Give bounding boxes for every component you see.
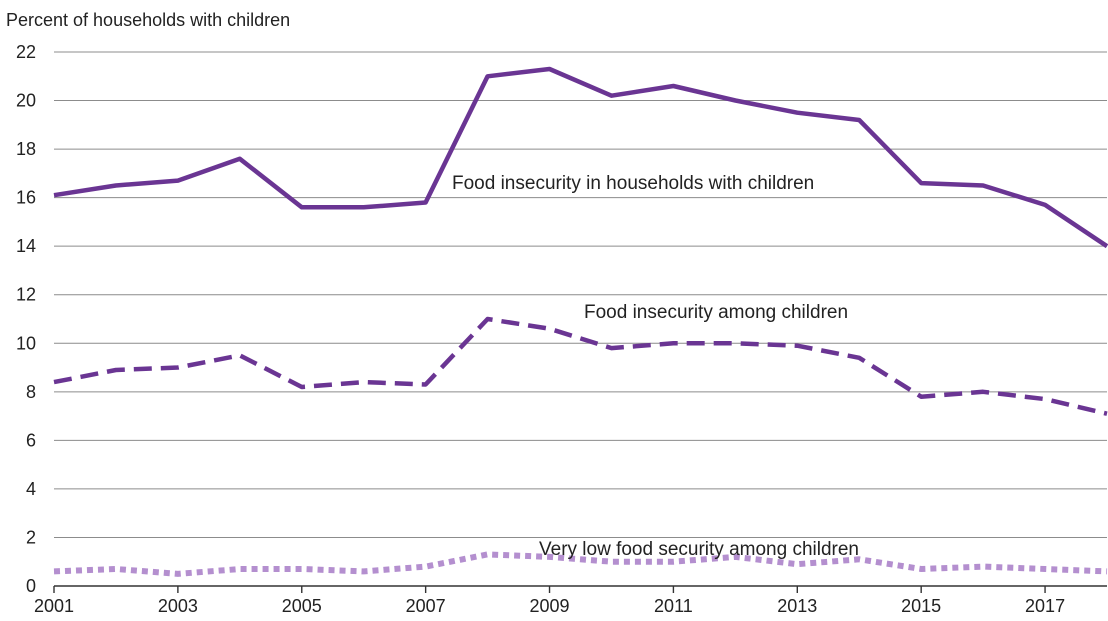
y-tick-label: 8 — [26, 382, 36, 402]
series-label-food-insecurity-households: Food insecurity in households with child… — [452, 173, 814, 194]
x-tick-label: 2009 — [530, 596, 570, 616]
series-lines — [53, 66, 1108, 577]
x-tick-label: 2003 — [158, 596, 198, 616]
y-tick-label: 2 — [26, 527, 36, 547]
y-tick-label: 6 — [26, 430, 36, 450]
y-tick-label: 12 — [16, 285, 36, 305]
food-insecurity-children-line — [53, 316, 1108, 416]
y-axis-ticks: 0 2 4 6 8 10 12 14 16 18 20 22 — [16, 42, 36, 596]
y-tick-label: 16 — [16, 188, 36, 208]
food-insecurity-households-line — [53, 66, 1108, 249]
y-tick-label: 10 — [16, 333, 36, 353]
series-label-very-low-food-security: Very low food security among children — [539, 539, 859, 560]
y-axis-title: Percent of households with children — [6, 10, 290, 30]
x-tick-label: 2015 — [901, 596, 941, 616]
x-axis-ticks: 2001 2003 2005 2007 2009 2011 2013 2015 2017 — [34, 586, 1065, 616]
y-tick-label: 0 — [26, 576, 36, 596]
x-tick-label: 2017 — [1025, 596, 1065, 616]
y-tick-label: 22 — [16, 42, 36, 62]
x-tick-label: 2011 — [654, 596, 693, 616]
y-tick-label: 20 — [16, 91, 36, 111]
x-tick-label: 2005 — [282, 596, 322, 616]
very-low-food-security-line — [53, 551, 1108, 577]
x-tick-label: 2001 — [34, 596, 74, 616]
y-tick-label: 14 — [16, 236, 36, 256]
x-tick-label: 2007 — [406, 596, 446, 616]
y-tick-label: 4 — [26, 479, 36, 499]
gridlines — [54, 51, 1107, 538]
series-label-food-insecurity-children: Food insecurity among children — [584, 302, 848, 323]
x-tick-label: 2013 — [777, 596, 817, 616]
y-tick-label: 18 — [16, 139, 36, 159]
